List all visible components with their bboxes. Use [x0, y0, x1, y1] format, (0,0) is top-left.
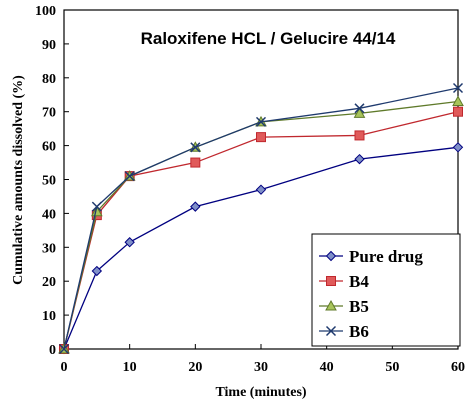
y-axis-ticks: 0 10 20 30 40 50 60 70 80 90 100 [35, 4, 69, 358]
data-point [453, 106, 463, 117]
legend-label: Pure drug [349, 247, 423, 266]
y-tick-label: 20 [42, 275, 56, 290]
y-tick-label: 10 [42, 309, 56, 324]
data-point [255, 184, 267, 195]
x-tick-label: 10 [123, 360, 137, 375]
legend-marker [326, 276, 336, 286]
data-point [452, 82, 464, 94]
data-point [190, 142, 201, 153]
x-stroke [58, 343, 70, 355]
legend: Pure drug B4 B5 B6 [311, 233, 461, 347]
data-point [354, 103, 365, 114]
data-point [124, 237, 135, 248]
data-point [91, 201, 102, 212]
data-point [58, 343, 70, 355]
legend-item-b4: B4 [319, 272, 369, 291]
x-stroke [255, 116, 267, 127]
x-stroke [91, 201, 102, 212]
series-pure-drug [58, 142, 464, 355]
x-stroke [354, 103, 365, 114]
legend-items: Pure drug B4 B5 B6 [319, 247, 423, 341]
y-tick-label: 40 [42, 207, 56, 222]
legend-marker [325, 250, 337, 262]
y-tick-label: 80 [42, 72, 56, 87]
y-tick-label: 50 [42, 174, 56, 189]
data-point [452, 142, 464, 153]
legend-item-b5: B5 [319, 297, 369, 316]
data-point [354, 130, 365, 141]
y-axis-label: Cumulative amounts dissolved (%) [11, 75, 26, 285]
x-stroke [325, 325, 337, 337]
chart-title: Raloxifene HCL / Gelucire 44/14 [141, 29, 396, 48]
data-point [124, 171, 135, 182]
x-stroke [190, 142, 201, 153]
legend-label: B5 [349, 297, 369, 316]
y-tick-label: 90 [42, 38, 56, 53]
x-tick-label: 40 [320, 360, 334, 375]
legend-marker [325, 325, 337, 337]
data-point [190, 157, 201, 168]
x-stroke [452, 82, 464, 94]
y-tick-label: 70 [42, 106, 56, 121]
legend-box [311, 233, 461, 347]
x-tick-label: 60 [451, 360, 465, 375]
series-layer [58, 82, 464, 355]
y-tick-label: 30 [42, 241, 56, 256]
data-point [255, 116, 267, 127]
x-axis-label: Time (minutes) [215, 385, 306, 400]
legend-item-pure-drug: Pure drug [319, 247, 423, 266]
x-tick-label: 20 [188, 360, 202, 375]
y-tick-label: 60 [42, 140, 56, 155]
data-point [90, 205, 103, 217]
data-point [190, 201, 201, 212]
data-point [452, 95, 464, 107]
data-point [91, 265, 103, 277]
x-stroke [124, 171, 135, 182]
y-tick-label: 100 [35, 4, 56, 19]
x-axis-ticks: 0 10 20 30 40 50 60 [61, 344, 465, 375]
legend-label: B6 [349, 322, 369, 341]
x-tick-label: 30 [254, 360, 268, 375]
data-point [256, 132, 266, 143]
data-point [353, 107, 366, 118]
data-point [354, 153, 365, 165]
legend-marker [325, 299, 337, 311]
legend-label: B4 [349, 272, 369, 291]
x-tick-label: 0 [61, 360, 68, 375]
y-tick-label: 0 [49, 343, 56, 358]
x-tick-label: 50 [385, 360, 399, 375]
series-b6 [58, 82, 464, 355]
legend-item-b6: B6 [319, 322, 369, 341]
